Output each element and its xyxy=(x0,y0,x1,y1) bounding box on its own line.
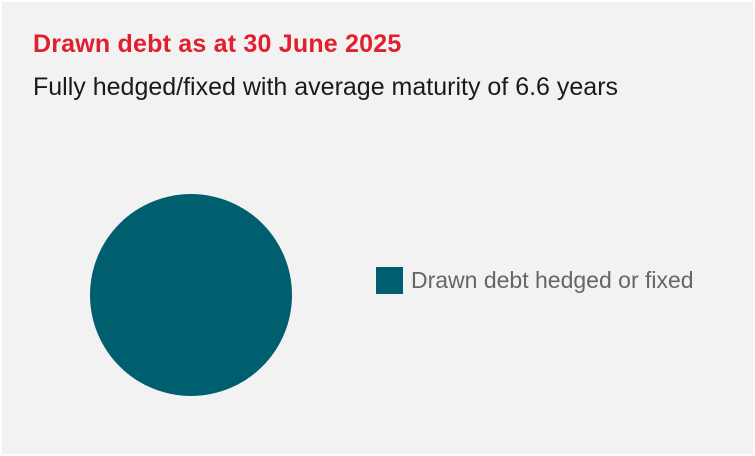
pie-slice-0 xyxy=(90,194,292,396)
legend-label: Drawn debt hedged or fixed xyxy=(411,267,694,293)
chart-title: Drawn debt as at 30 June 2025 xyxy=(33,30,402,58)
legend-swatch xyxy=(376,267,403,294)
pie-chart-container xyxy=(88,192,294,398)
chart-subtitle: Fully hedged/fixed with average maturity… xyxy=(33,73,619,101)
pie-chart xyxy=(90,194,292,396)
chart-legend: Drawn debt hedged or fixed xyxy=(376,264,736,297)
